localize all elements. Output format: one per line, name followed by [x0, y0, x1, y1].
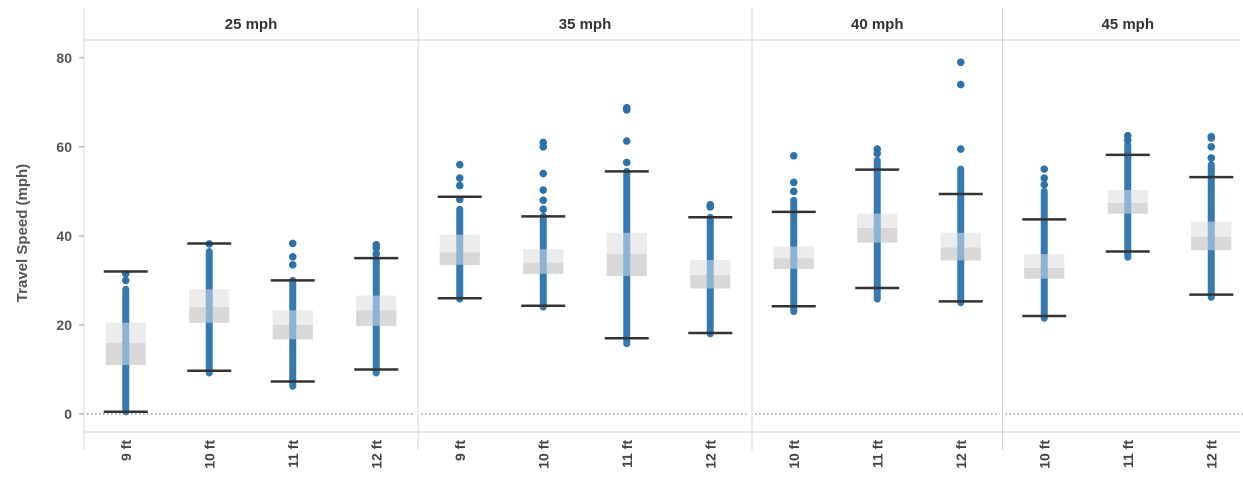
outlier-point [288, 239, 297, 248]
y-tick-label: 20 [56, 317, 72, 333]
box-overlay [690, 259, 731, 289]
box-overlay [523, 249, 564, 274]
outlier-point [1207, 143, 1216, 151]
outlier-point [539, 138, 548, 147]
x-tick-label: 9 ft [452, 440, 468, 461]
facet-panel: 35 mph 9 ft 10 ft 11 ft 12 ft [421, 16, 749, 469]
box-group: 12 ft [688, 200, 733, 469]
box-group: 11 ft [1105, 131, 1150, 468]
outlier-point [372, 249, 381, 258]
outlier-point [455, 160, 464, 169]
box-overlay [356, 295, 397, 326]
box-group: 12 ft [354, 241, 399, 469]
x-tick-label: 11 ft [869, 440, 885, 468]
y-tick-label: 0 [64, 406, 72, 422]
box-overlay [439, 234, 480, 265]
box-overlay [940, 232, 981, 261]
x-tick-label: 10 ft [1036, 440, 1052, 469]
box-overlay [1107, 190, 1148, 214]
axis-layer: Travel Speed (mph) 0 20 40 60 80 [14, 50, 84, 422]
outlier-point [956, 58, 965, 67]
y-tick-label: 60 [56, 139, 72, 155]
x-tick-label: 12 ft [953, 440, 969, 469]
outlier-point [121, 276, 130, 285]
outlier-point [706, 200, 715, 209]
outlier-point [873, 145, 882, 153]
outlier-point [539, 169, 548, 178]
outlier-point [789, 151, 798, 160]
outlier-point [455, 174, 464, 182]
outlier-point [288, 253, 297, 261]
grid-layer [83, 8, 1240, 450]
facet-panel: 45 mph 10 ft 11 ft 12 ft [1005, 16, 1243, 469]
box-group: 10 ft [521, 138, 566, 469]
panel-title: 25 mph [225, 16, 278, 33]
box-group: 10 ft [1022, 165, 1067, 469]
x-tick-label: 10 ft [201, 440, 217, 469]
outlier-point [288, 261, 297, 269]
box-overlay [1191, 221, 1232, 251]
outlier-point [622, 158, 631, 167]
x-tick-label: 9 ft [118, 440, 134, 461]
box-group: 10 ft [187, 240, 232, 469]
x-tick-label: 10 ft [786, 440, 802, 469]
outlier-point [1207, 132, 1216, 141]
x-tick-label: 11 ft [1120, 440, 1136, 468]
panel-title: 45 mph [1101, 16, 1154, 33]
panel-title: 35 mph [559, 16, 612, 33]
box-overlay [272, 310, 313, 340]
box-group: 12 ft [1189, 132, 1234, 469]
x-tick-label: 12 ft [1203, 440, 1219, 469]
facet-panel: 40 mph 10 ft 11 ft 12 ft [755, 16, 1000, 469]
outlier-point [539, 205, 548, 213]
box-group: 10 ft [771, 151, 816, 469]
outlier-point [1207, 154, 1216, 162]
box-overlay [1024, 254, 1065, 279]
box-overlay [189, 289, 230, 323]
box-overlay [105, 322, 146, 366]
x-tick-label: 12 ft [368, 440, 384, 469]
outlier-point [455, 181, 464, 190]
x-tick-label: 11 ft [619, 440, 635, 468]
y-tick-label: 40 [56, 228, 72, 244]
outlier-point [956, 80, 965, 89]
outlier-point [789, 178, 798, 187]
outlier-point [539, 196, 548, 205]
box-group: 9 ft [103, 269, 148, 461]
box-overlay [857, 213, 898, 243]
panel-title: 40 mph [851, 16, 904, 33]
box-group: 12 ft [938, 58, 983, 469]
x-tick-label: 12 ft [702, 440, 718, 469]
outlier-point [1040, 180, 1049, 189]
y-tick-label: 80 [56, 50, 72, 66]
outlier-point [622, 137, 631, 145]
outlier-point [622, 103, 631, 112]
box-group: 9 ft [437, 160, 482, 461]
box-overlay [606, 232, 647, 276]
outlier-point [1123, 131, 1132, 140]
panel-layer: 25 mph 9 ft 10 ft 11 ft 12 ft 35 mph 9 ft 10 ft… [87, 16, 1243, 469]
box-group: 11 ft [855, 145, 900, 468]
box-overlay [773, 246, 814, 269]
outlier-point [956, 145, 965, 153]
box-group: 11 ft [604, 103, 649, 468]
x-tick-label: 10 ft [535, 440, 551, 469]
x-tick-label: 11 ft [285, 440, 301, 468]
outlier-point [372, 241, 381, 249]
y-axis-label: Travel Speed (mph) [14, 164, 31, 302]
outlier-point [1040, 165, 1049, 173]
box-group: 11 ft [270, 239, 315, 468]
outlier-point [539, 186, 548, 194]
outlier-point [1040, 174, 1049, 182]
facet-panel: 25 mph 9 ft 10 ft 11 ft 12 ft [87, 16, 415, 469]
outlier-point [789, 187, 798, 196]
